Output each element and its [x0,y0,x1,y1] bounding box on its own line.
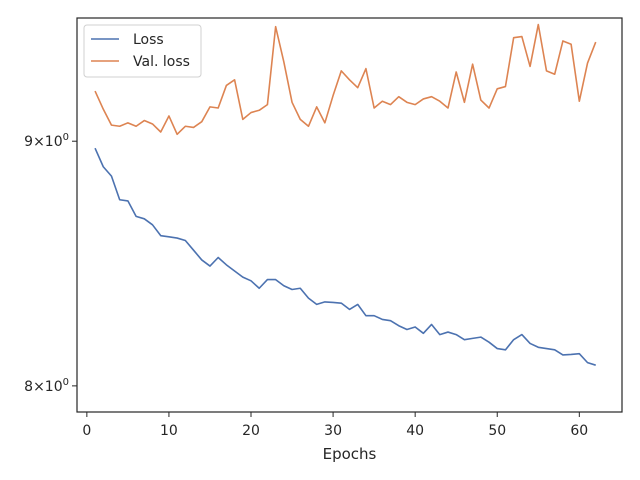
legend: Loss Val. loss [83,24,202,78]
y-tick-label: 9×100 [24,132,69,150]
x-tick-label: 10 [160,423,178,439]
x-tick-label: 40 [406,423,424,439]
series-line-val-loss [94,23,597,136]
x-tick-label: 50 [488,423,506,439]
x-tick-label: 60 [570,423,588,439]
x-axis: 0 10 20 30 40 50 60 [82,412,588,439]
x-tick-label: 0 [82,423,91,439]
x-tick-label: 30 [324,423,342,439]
x-tick-label: 20 [242,423,260,439]
series-line-loss [94,147,596,366]
plot-background [77,18,622,412]
legend-label-loss: Loss [133,32,164,48]
legend-box [83,24,202,78]
x-axis-label: Epochs [323,445,377,463]
y-tick-label: 8×100 [24,377,69,395]
y-axis: 8×100 9×100 [24,132,77,395]
plot-frame [76,17,623,413]
series-layer [94,23,597,366]
legend-label-val-loss: Val. loss [133,54,190,70]
